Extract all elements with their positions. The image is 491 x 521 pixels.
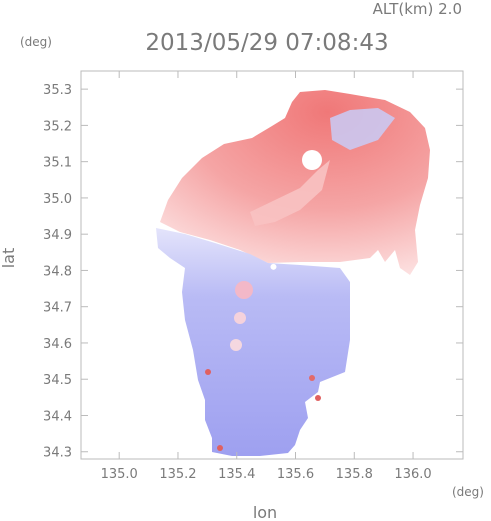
- positive-velocity-spot: [217, 445, 223, 451]
- y-axis-ticks: 34.3 34.4 34.5 34.6 34.7 34.8 34.9 35.0 35.1 35.2…: [43, 83, 463, 461]
- x-tick-label: 135.4: [218, 467, 255, 482]
- y-tick-label: 35.3: [43, 83, 72, 98]
- y-tick-label: 34.3: [43, 446, 72, 461]
- radar-site-marker: [270, 263, 277, 270]
- x-tick-label: 135.0: [101, 467, 138, 482]
- y-tick-label: 34.8: [43, 264, 72, 279]
- x-axis-label: lon: [253, 503, 277, 521]
- x-tick-label: 135.6: [277, 467, 314, 482]
- plot-frame: [80, 70, 464, 460]
- velocity-field: [156, 90, 430, 456]
- y-tick-label: 34.4: [43, 409, 72, 424]
- chart-title: 2013/05/29 07:08:43: [145, 30, 388, 56]
- negative-velocity-band: [330, 108, 395, 150]
- x-tick-label: 136.0: [394, 467, 431, 482]
- positive-velocity-spot: [315, 395, 321, 401]
- y-tick-label: 34.7: [43, 301, 72, 316]
- echo-gap: [302, 150, 322, 170]
- positive-velocity-spot: [205, 369, 211, 375]
- x-tick-label: 135.8: [336, 467, 373, 482]
- y-tick-label: 35.2: [43, 119, 72, 134]
- y-axis-label: lat: [0, 248, 18, 269]
- positive-velocity-streak: [250, 160, 330, 226]
- positive-velocity-spot: [230, 339, 242, 351]
- positive-velocity-spot: [235, 281, 253, 299]
- y-tick-label: 35.1: [43, 156, 72, 171]
- negative-velocity-region: [156, 228, 350, 456]
- positive-velocity-spot: [309, 375, 315, 381]
- positive-velocity-spot: [234, 312, 246, 324]
- x-axis-ticks: 135.0 135.2 135.4 135.6 135.8 136.0: [101, 71, 432, 482]
- x-tick-label: 135.2: [159, 467, 196, 482]
- y-tick-label: 34.6: [43, 337, 72, 352]
- y-tick-label: 34.9: [43, 228, 72, 243]
- y-unit-label: (deg): [20, 35, 52, 49]
- altitude-subtitle: ALT(km) 2.0: [373, 0, 462, 18]
- y-tick-label: 35.0: [43, 192, 72, 207]
- y-tick-label: 34.5: [43, 373, 72, 388]
- x-unit-label: (deg): [452, 485, 484, 499]
